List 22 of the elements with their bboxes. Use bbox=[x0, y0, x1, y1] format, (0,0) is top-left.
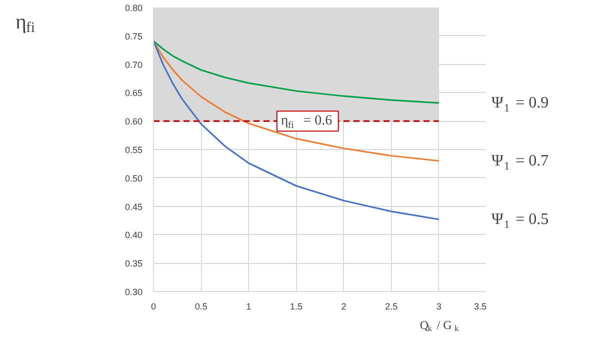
y-tick-label: 0.55 bbox=[124, 145, 143, 155]
x-tick-label: 2.5 bbox=[385, 302, 398, 312]
y-tick-label: 0.40 bbox=[124, 230, 143, 240]
x-tick-label: 2 bbox=[341, 302, 346, 312]
y-tick-label: 0.70 bbox=[124, 60, 143, 70]
y-tick-label: 0.75 bbox=[124, 31, 143, 42]
line-series bbox=[154, 40, 440, 104]
x-tick-label: 0.5 bbox=[194, 302, 208, 312]
x-tick-label: 0 bbox=[150, 302, 156, 312]
line-series bbox=[154, 40, 440, 220]
line-series bbox=[154, 40, 440, 162]
x-tick-label: 1.5 bbox=[290, 302, 302, 312]
y-tick-label: 0.30 bbox=[124, 287, 143, 297]
y-tick-label: 0.65 bbox=[124, 88, 143, 98]
y-tick-label: 0.60 bbox=[124, 116, 143, 127]
x-tick-label: 1 bbox=[246, 302, 252, 312]
x-tick-label: 3 bbox=[436, 302, 442, 312]
y-tick-label: 0.50 bbox=[124, 173, 143, 184]
y-tick-label: 0.80 bbox=[124, 3, 143, 13]
y-tick-label: 0.35 bbox=[124, 258, 143, 269]
x-tick-label: 3.5 bbox=[474, 302, 487, 312]
y-tick-label: 0.45 bbox=[124, 202, 143, 212]
